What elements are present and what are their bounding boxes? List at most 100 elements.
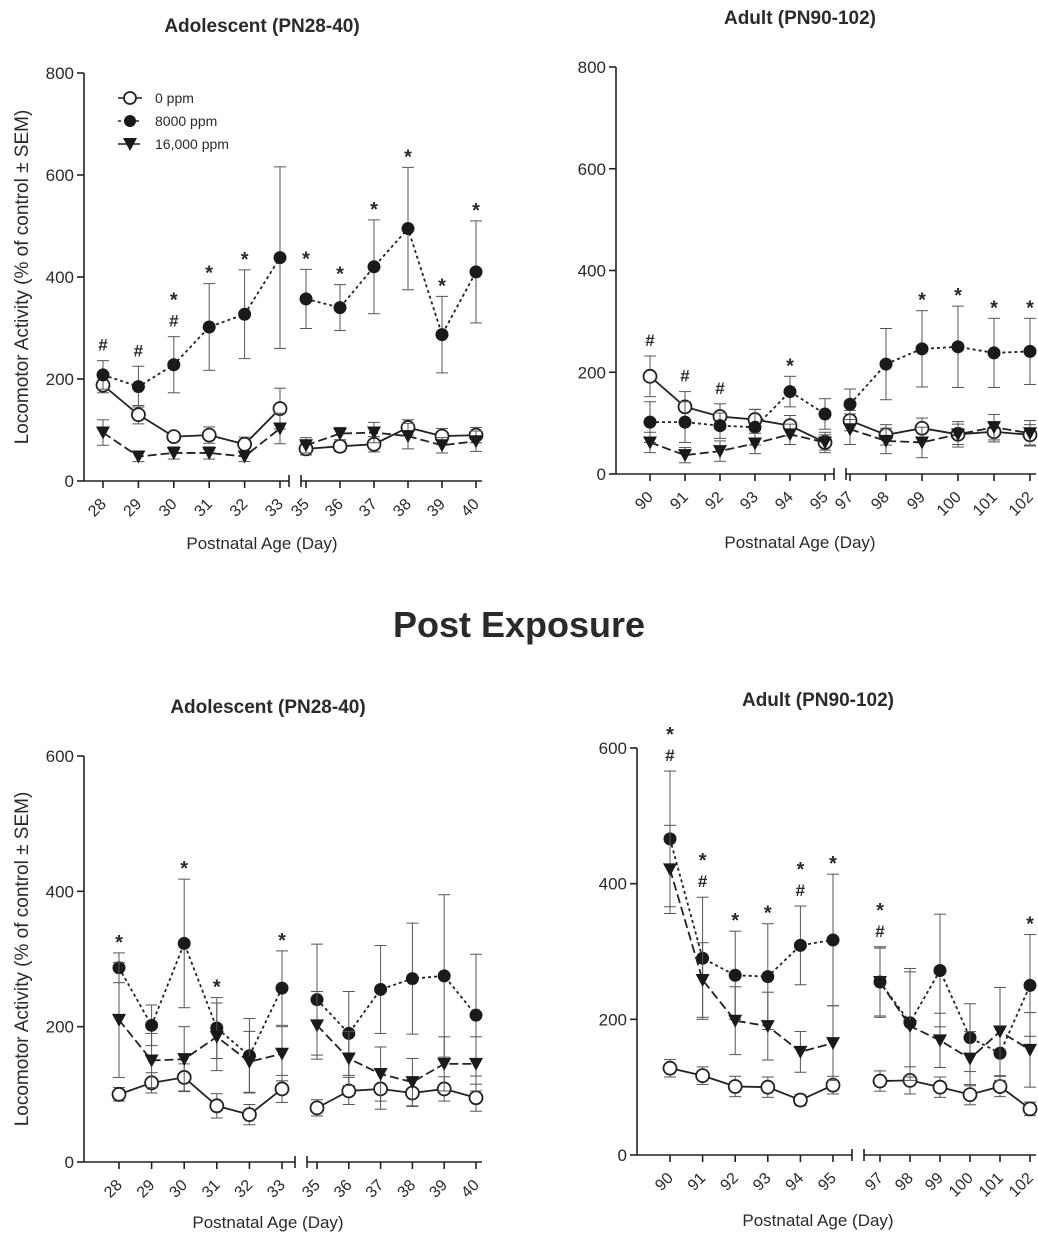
data-point-filled-circle	[826, 933, 840, 947]
x-tick-label: 101	[976, 1170, 1007, 1201]
significance-star: *	[115, 932, 123, 954]
data-point-triangle	[435, 439, 449, 453]
data-point-open-circle	[793, 1092, 808, 1108]
significance-hash: #	[169, 312, 179, 331]
data-point-filled-circle	[299, 292, 313, 306]
series-line	[305, 431, 477, 447]
data-point-triangle	[275, 1047, 289, 1061]
data-point-triangle	[202, 446, 217, 460]
data-point-open-circle	[241, 1107, 257, 1123]
series-line	[118, 1019, 283, 1063]
series-line	[879, 968, 1031, 1055]
data-point-open-circle	[341, 1083, 357, 1099]
data-point-triangle	[373, 1068, 388, 1082]
chart-title: Adult (PN90-102)	[742, 690, 894, 711]
data-point-filled-circle	[643, 415, 657, 429]
series-line	[879, 981, 1031, 1060]
y-tick-label: 800	[46, 64, 74, 83]
section-title: Post Exposure	[392, 604, 646, 645]
significance-star: *	[438, 275, 446, 297]
x-tick-label: 37	[363, 1177, 388, 1202]
data-point-open-circle	[695, 1068, 710, 1084]
x-axis-title: Postnatal Age (Day)	[742, 1211, 893, 1230]
y-tick-label: 0	[65, 1153, 74, 1172]
significance-star: *	[1026, 297, 1034, 319]
series-line	[650, 390, 826, 429]
data-point-triangle	[166, 446, 181, 460]
data-point-triangle	[96, 426, 110, 440]
x-tick-label: 91	[667, 489, 692, 514]
data-point-open-circle	[760, 1079, 776, 1095]
significance-star: *	[954, 285, 962, 307]
series-line	[849, 426, 1031, 444]
chart-title: Adult (PN90-102)	[724, 8, 876, 29]
x-tick-label: 98	[892, 1170, 917, 1195]
x-tick-label: 101	[970, 489, 1001, 520]
legend-marker-filled-circle	[124, 115, 136, 127]
significance-star: *	[180, 858, 188, 880]
data-point-triangle	[299, 439, 313, 453]
data-point-triangle	[933, 1034, 947, 1048]
series-line	[649, 433, 826, 457]
significance-hash: #	[98, 336, 108, 355]
significance-hash: #	[665, 746, 675, 765]
data-point-triangle	[131, 450, 146, 464]
data-point-open-circle	[662, 1060, 678, 1076]
data-point-triangle	[341, 1052, 356, 1066]
x-tick-label: 40	[458, 496, 483, 521]
series-filled-triangle-down	[663, 824, 1037, 1088]
data-point-open-circle	[872, 1073, 888, 1089]
data-point-triangle	[112, 1013, 126, 1027]
data-point-open-circle	[932, 1079, 948, 1095]
legend-label: 16,000 ppm	[155, 136, 229, 152]
data-point-triangle	[843, 423, 857, 437]
significance-hash: #	[680, 367, 690, 386]
series-line	[669, 1067, 834, 1102]
data-point-filled-circle	[273, 251, 287, 265]
data-point-filled-circle	[843, 397, 857, 411]
x-tick-label: 100	[934, 489, 965, 520]
significance-star: *	[797, 859, 805, 881]
significance-star: *	[336, 264, 344, 286]
significance-star: *	[213, 977, 221, 999]
x-tick-label: 40	[458, 1177, 483, 1202]
chart-title: Adolescent (PN28-40)	[170, 697, 365, 718]
chart-panel-4: Adult (PN90-102) 0 200 400 600 90 91 92 93 94 95 97…	[599, 690, 1038, 1230]
series-line	[849, 345, 1031, 405]
significance-star: *	[370, 199, 378, 221]
data-point-filled-circle	[469, 1008, 483, 1022]
x-tick-label: 92	[702, 489, 727, 514]
series-line	[316, 1024, 476, 1084]
data-point-filled-circle	[678, 415, 692, 429]
data-point-triangle	[367, 426, 381, 440]
x-tick-label: 95	[807, 489, 832, 514]
data-point-filled-circle	[167, 358, 181, 372]
data-point-filled-circle	[915, 342, 929, 356]
x-tick-label: 91	[685, 1170, 710, 1195]
significance-star: *	[278, 930, 286, 952]
series-filled-circle	[663, 770, 1037, 1081]
series-line	[879, 1079, 1031, 1110]
data-point-triangle	[760, 1020, 775, 1034]
y-tick-label: 800	[578, 58, 606, 77]
data-point-filled-circle	[748, 420, 762, 434]
x-tick-label: 30	[166, 1177, 191, 1202]
data-point-triangle	[793, 1045, 808, 1059]
significance-star: *	[876, 900, 884, 922]
data-point-triangle	[237, 450, 252, 464]
data-point-filled-circle	[275, 981, 289, 995]
series-line	[305, 226, 477, 337]
y-tick-label: 200	[46, 1018, 74, 1037]
chart-panel-3: Adolescent (PN28-40) 0 200 400 600 28 29 30 31 32…	[12, 697, 484, 1232]
data-point-open-circle	[992, 1079, 1008, 1094]
series-filled-circle	[643, 305, 1037, 446]
data-point-triangle	[963, 1052, 977, 1066]
data-point-open-circle	[309, 1100, 325, 1116]
data-point-filled-circle	[405, 972, 419, 986]
data-point-filled-circle	[469, 265, 483, 279]
y-axis-title: Locomotor Activity (% of control ± SEM)	[12, 792, 33, 1127]
legend-label: 0 ppm	[155, 90, 194, 106]
x-tick-label: 97	[862, 1170, 887, 1195]
data-point-filled-circle	[374, 982, 388, 996]
significance-star: *	[786, 355, 794, 377]
